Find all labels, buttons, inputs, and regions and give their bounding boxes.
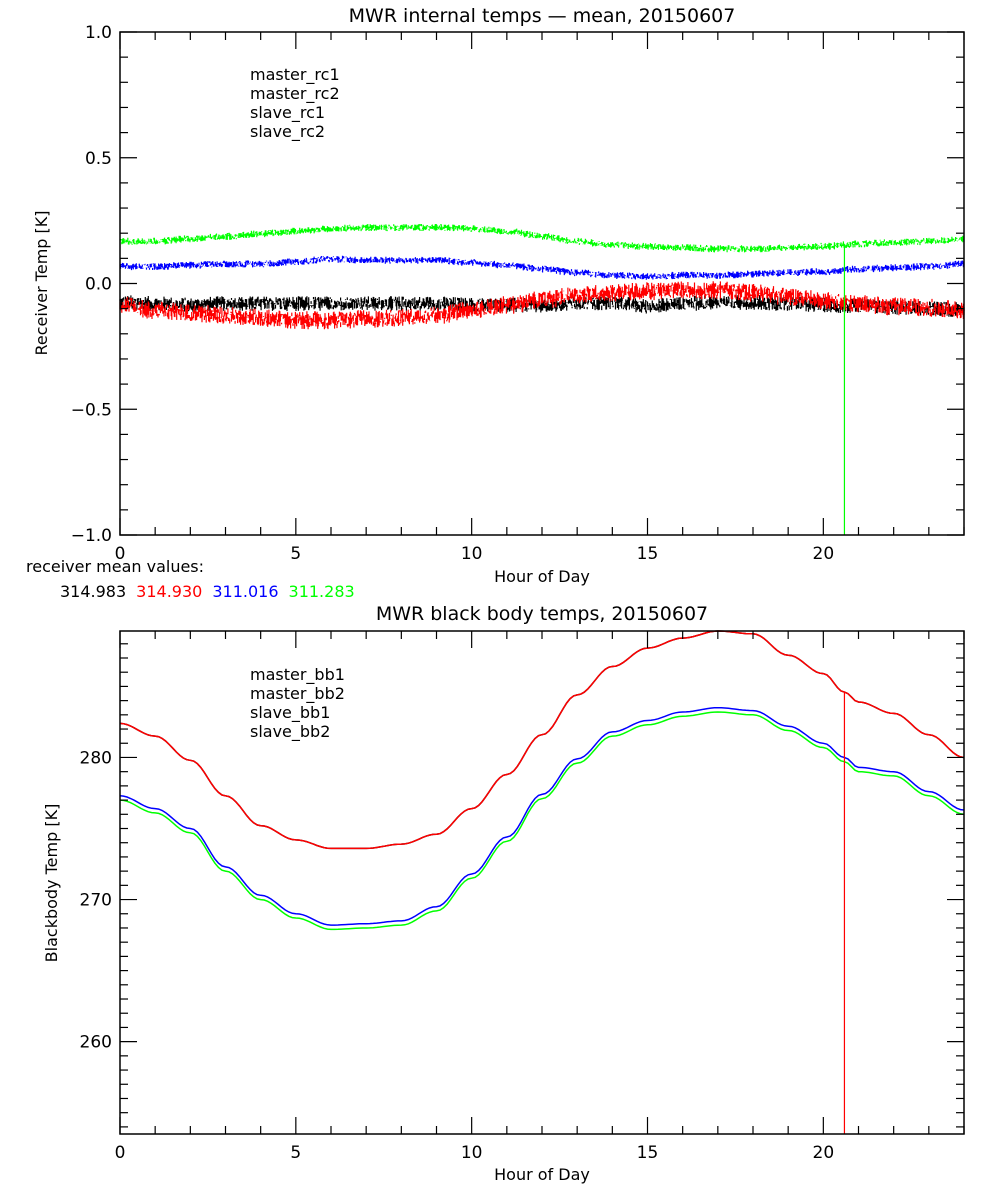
plot-title: MWR black body temps, 20150607 [376,603,708,625]
plot-frame [119,31,965,536]
legend-item-slave_bb1: slave_bb1 [250,703,330,723]
legend-item-master_rc1: master_rc1 [250,65,340,85]
series-layer [119,630,965,931]
mean-value-slave-rc1: 311.016 [212,582,278,601]
x-tick-label: 15 [637,544,659,564]
plot-frame [119,630,965,1135]
series-slave_bb1 [119,706,965,926]
x-tick-label: 20 [813,1143,835,1163]
series-slave_bb2 [119,711,965,931]
series-slave_rc1 [119,255,965,280]
y-tick-label: 0.0 [85,275,112,295]
y-tick-label: −0.5 [71,400,112,420]
series-slave_rc2 [119,224,964,253]
y-tick-label: −1.0 [71,526,112,546]
ticks: 0 5 10 15 20 1.0 0.5 0.0 −0.5 −1.0 [71,23,965,564]
x-tick-label: 0 [115,544,126,564]
x-tick-label: 15 [637,1143,659,1163]
legend-item-slave_rc1: slave_rc1 [250,103,325,123]
x-axis-label: Hour of Day [494,567,590,586]
mean-value-master-rc2: 314.930 [136,582,202,601]
blackbody-temp-plot: MWR black body temps, 20150607 0 5 10 15 20 2… [42,603,965,1184]
mean-value-slave-rc2: 311.283 [289,582,355,601]
y-axis-label: Blackbody Temp [K] [42,804,61,963]
legend-item-master_bb2: master_bb2 [250,684,345,704]
y-tick-label: 1.0 [85,23,112,43]
x-tick-label: 0 [115,1143,126,1163]
y-axis-label: Receiver Temp [K] [32,210,51,355]
x-tick-label: 5 [290,544,301,564]
legend-item-slave_bb2: slave_bb2 [250,722,330,742]
receiver-temp-plot: MWR internal temps — mean, 20150607 0 5 10… [26,5,965,601]
legend-item-master_rc2: master_rc2 [250,84,340,104]
x-tick-label: 5 [290,1143,301,1163]
x-axis-label: Hour of Day [494,1165,590,1184]
receiver-mean-values: 314.983 314.930 311.016 311.283 [60,582,355,601]
x-tick-label: 10 [461,1143,483,1163]
y-tick-label: 260 [80,1033,112,1053]
x-tick-label: 10 [461,544,483,564]
series-layer [119,224,965,330]
plot-title: MWR internal temps — mean, 20150607 [349,5,736,27]
y-tick-label: 0.5 [85,149,112,169]
x-tick-label: 20 [813,544,835,564]
mean-value-master-rc1: 314.983 [60,582,126,601]
y-tick-label: 280 [80,748,112,768]
legend-item-master_bb1: master_bb1 [250,665,345,685]
y-tick-label: 270 [80,891,112,911]
series-master_bb2 [119,630,965,850]
legend-item-slave_rc2: slave_rc2 [250,122,325,142]
ticks: 0 5 10 15 20 280 270 260 [80,631,965,1163]
receiver-mean-label: receiver mean values: [26,557,204,576]
